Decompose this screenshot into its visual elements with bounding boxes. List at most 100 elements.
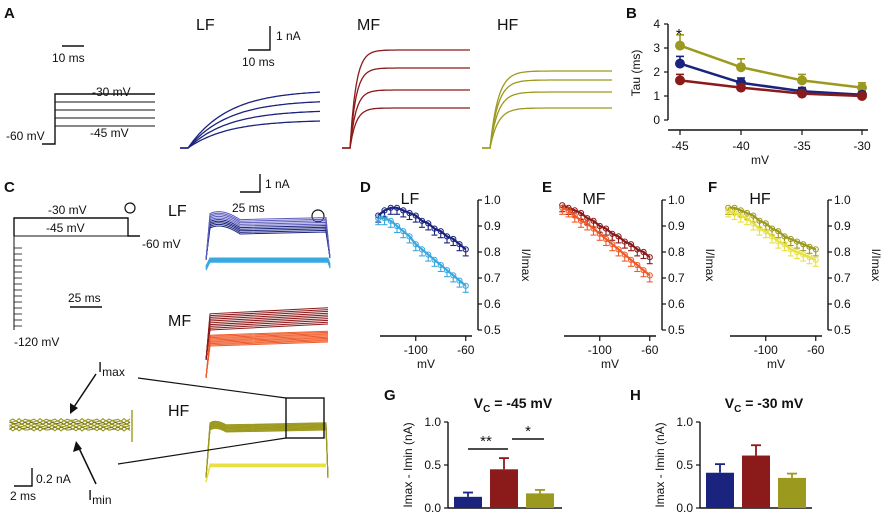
time-scale-label-2: 10 ms	[242, 55, 275, 69]
e-y-tick-label: 0.7	[668, 271, 685, 285]
trace-a-2-3	[482, 107, 612, 149]
trace-c-lf-dark	[205, 220, 331, 261]
b-y-tick-label: 0	[653, 113, 660, 127]
imin-label: Imin	[88, 487, 112, 507]
trace-a-2-0	[482, 70, 612, 149]
b-point	[736, 62, 746, 73]
f-point	[768, 233, 776, 240]
inset-traces	[9, 410, 133, 442]
d-point	[375, 215, 382, 222]
d-point	[400, 207, 407, 214]
c-time-scale-label: 25 ms	[68, 291, 101, 305]
d-title: LF	[401, 191, 420, 208]
c-trace-label-mf: MF	[168, 313, 191, 330]
f-point	[775, 238, 782, 245]
f-y-tick-label: 1.0	[834, 193, 851, 207]
f-x-label: mV	[767, 357, 785, 371]
trace-c-lf-dark	[205, 222, 331, 261]
d-point	[456, 241, 463, 248]
d-point	[437, 261, 444, 269]
c-protocol-minus45: -45 mV	[46, 221, 85, 235]
d-x-tick-label: -60	[457, 343, 475, 357]
h-y-tick-label: 1.0	[676, 415, 693, 429]
d-y-tick-label: 0.7	[484, 271, 501, 285]
b-y-label: Tau (ms)	[629, 50, 643, 97]
trace-a-2-1	[482, 79, 612, 149]
e-point	[621, 251, 628, 258]
f-y-tick-label: 0.9	[834, 219, 851, 233]
trace-label-mf: MF	[357, 17, 380, 34]
inset-trace	[9, 425, 131, 431]
trace-c-hf-dark	[205, 420, 329, 479]
trace-c-lf-dark	[205, 219, 331, 261]
panel-letter-b: B	[626, 5, 637, 22]
trace-label-hf: HF	[497, 17, 519, 34]
marker-circle-2	[311, 209, 325, 223]
e-point	[559, 202, 566, 209]
f-y-tick-label: 0.5	[834, 323, 851, 337]
f-point	[787, 235, 794, 243]
d-point	[443, 233, 451, 240]
f-point	[775, 228, 782, 235]
f-point	[756, 225, 763, 232]
g-sig-2: *	[525, 423, 531, 440]
inset-current-scale: 0.2 nA	[36, 472, 71, 486]
d-point	[393, 222, 401, 230]
trace-c-hf-dark	[205, 425, 329, 479]
zoom-line-bottom	[117, 437, 287, 465]
e-y-tick-label: 0.6	[668, 297, 685, 311]
d-y-tick-label: 0.6	[484, 297, 501, 311]
d-point	[450, 272, 457, 279]
b-y-tick-label: 1	[653, 89, 660, 103]
f-x-tick-label: -100	[754, 343, 778, 357]
d-point	[381, 215, 388, 222]
d-y-label: I/Imax	[519, 249, 533, 282]
b-point	[675, 40, 685, 51]
e-point	[577, 217, 585, 224]
b-x-tick-label: -30	[853, 139, 871, 153]
trace-c-hf-light	[205, 464, 326, 483]
b-series-hf	[679, 44, 863, 89]
g-y-tick-label: 0.0	[424, 501, 441, 515]
trace-a-0-1	[180, 101, 321, 149]
d-y-tick-label: 1.0	[484, 193, 501, 207]
voltage-protocol	[42, 93, 155, 145]
trace-c-hf-dark	[205, 423, 329, 479]
e-point	[590, 225, 597, 232]
panel-letter-c: C	[4, 179, 15, 196]
f-point	[762, 220, 769, 227]
d-point	[456, 277, 463, 284]
protocol-label-minus30: -30 mV	[92, 85, 131, 99]
h-title: VC = -30 mV	[725, 395, 804, 415]
d-point	[412, 241, 419, 248]
trace-a-1-0	[342, 49, 470, 149]
panel-h-chart: VC = -30 mV 0.0 0.5 1.0 Imax - Imin (nA)	[653, 395, 812, 515]
b-point	[675, 75, 685, 86]
e-y-tick-label: 0.8	[668, 245, 685, 259]
current-time-scale-bar	[248, 26, 271, 51]
marker-circle	[124, 202, 136, 214]
imax-arrow	[71, 373, 97, 411]
d-point	[418, 217, 426, 224]
trace-c-hf-light	[205, 465, 326, 483]
b-point	[797, 75, 807, 86]
time-scale-label: 10 ms	[52, 51, 85, 65]
e-point	[646, 272, 653, 279]
c-protocol-minus30: -30 mV	[48, 203, 87, 217]
trace-c-lf-dark	[205, 225, 331, 261]
b-x-tick-label: -45	[671, 139, 689, 153]
panel-a: 10 ms -30 mV -45 mV -60 mV LF MF HF 1 nA…	[6, 17, 612, 149]
e-point	[634, 246, 641, 253]
f-point	[768, 225, 776, 232]
f-point	[812, 256, 819, 263]
trace-a-1-1	[342, 67, 470, 149]
f-point	[725, 207, 732, 214]
e-point	[609, 230, 616, 237]
panel-letter-a: A	[4, 5, 15, 22]
g-bar-hf	[526, 493, 554, 508]
e-point	[596, 222, 603, 230]
trace-label-lf: LF	[196, 17, 215, 34]
f-point	[737, 212, 744, 219]
trace-a-2-2	[482, 91, 612, 149]
e-point	[559, 204, 566, 211]
